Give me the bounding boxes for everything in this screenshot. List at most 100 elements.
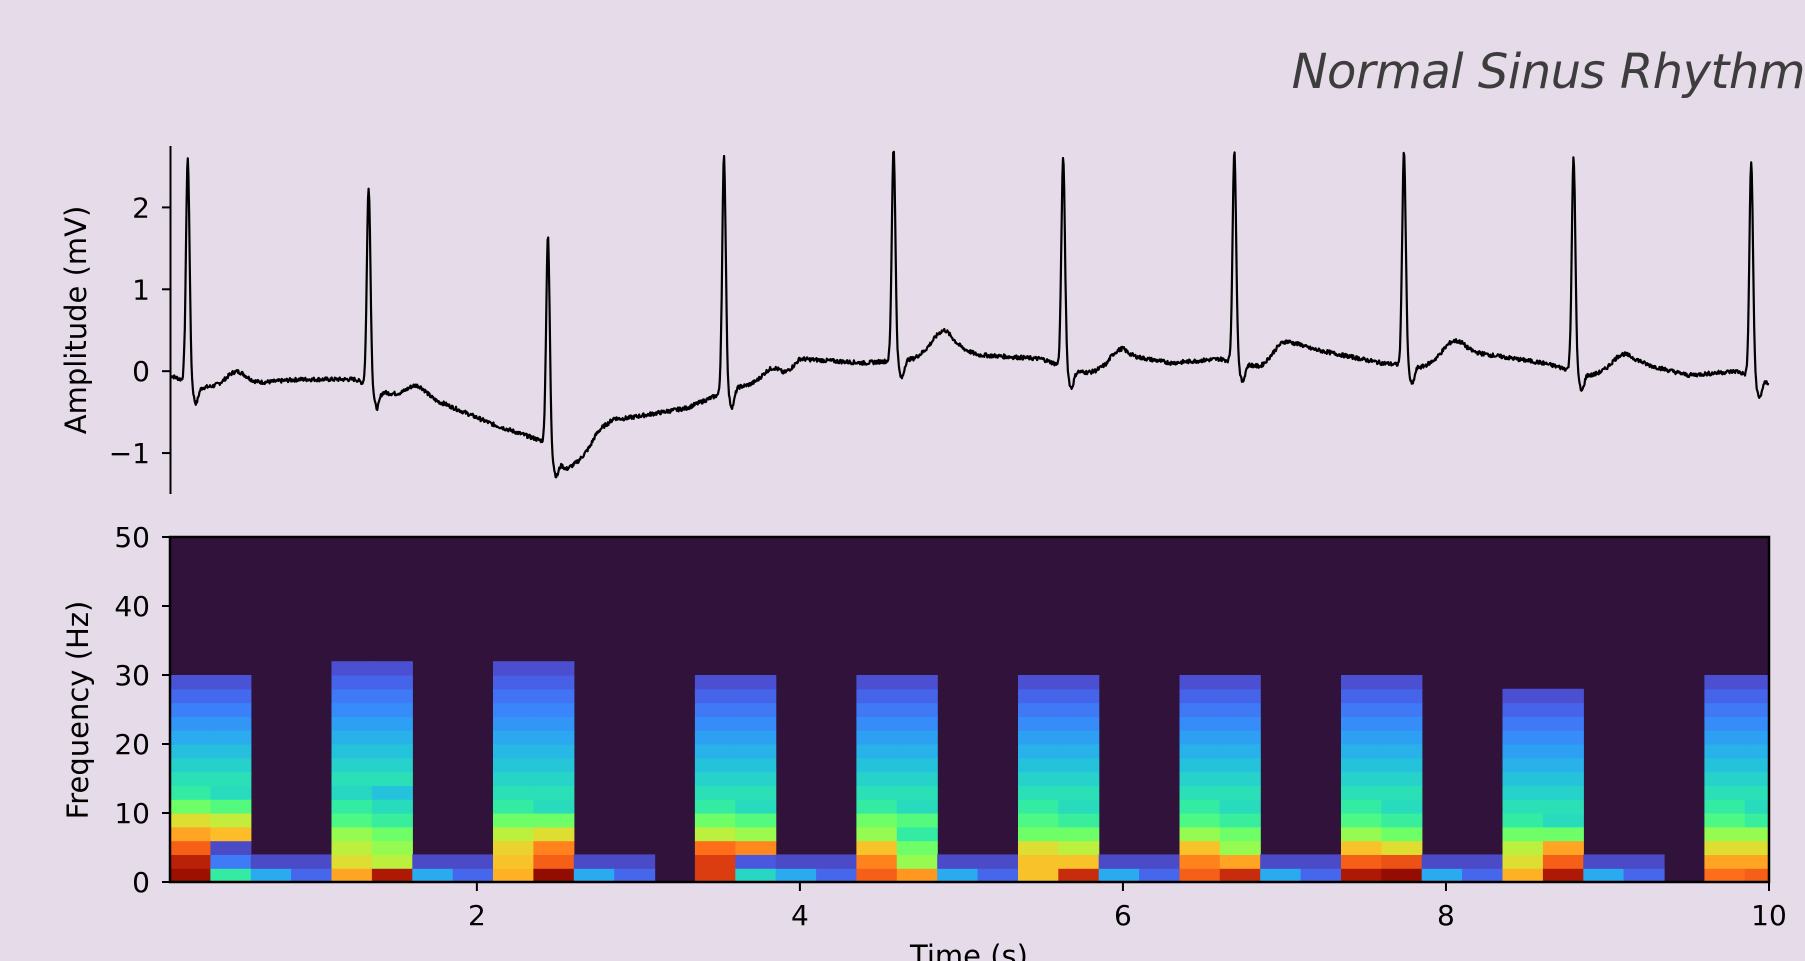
spectrogram-cell — [694, 730, 736, 745]
spectrogram-cell — [210, 716, 252, 731]
ecg-y-tick-label: 1 — [132, 273, 150, 306]
spectrogram-cell — [694, 688, 736, 704]
spectrogram-cell — [371, 840, 413, 855]
spectrogram-cell — [856, 716, 898, 731]
spectrogram-cell — [694, 716, 736, 731]
spectrogram-x-tick-label: 8 — [1437, 899, 1455, 932]
spectrogram-cell — [1502, 854, 1544, 869]
spectrogram-cell — [1300, 854, 1342, 869]
spectrogram-cell — [735, 744, 777, 759]
spectrogram-cell — [533, 771, 575, 786]
spectrogram-cell — [493, 813, 534, 828]
spectrogram-cell — [1381, 730, 1423, 745]
ecg-y-ticks: −1 0 1 2 — [109, 191, 170, 470]
spectrogram-cell — [170, 716, 211, 731]
spectrogram-cell — [1179, 771, 1221, 786]
spectrogram-cell — [694, 675, 736, 690]
spectrogram-cell — [170, 854, 211, 869]
spectrogram-cell — [493, 675, 534, 690]
spectrogram-cell — [493, 854, 534, 869]
spectrogram-cell — [1542, 716, 1584, 731]
spectrogram-cell — [331, 813, 373, 828]
spectrogram-cell — [452, 854, 494, 869]
spectrogram-cell — [735, 840, 777, 855]
spectrogram-cell — [210, 730, 252, 745]
spectrogram-cell — [1704, 799, 1746, 814]
spectrogram-cell — [694, 757, 736, 773]
spectrogram-cell — [1704, 675, 1746, 690]
spectrogram-cell — [210, 826, 252, 842]
spectrogram-cell — [1421, 854, 1463, 869]
spectrogram-cell — [1744, 757, 1770, 773]
spectrogram-cell — [210, 675, 252, 690]
spectrogram-cell — [1341, 675, 1382, 690]
spectrogram-cell — [210, 799, 252, 814]
spectrogram-cell — [1179, 675, 1221, 690]
spectrogram-cell — [1502, 730, 1544, 745]
spectrogram-cell — [1341, 716, 1382, 731]
spectrogram-cell — [856, 744, 898, 759]
spectrogram-cell — [170, 771, 211, 786]
spectrogram-cell — [856, 799, 898, 814]
spectrogram-cell — [1219, 744, 1261, 759]
spectrogram-cell — [735, 702, 777, 717]
spectrogram-frame — [168, 535, 1771, 884]
spectrogram-cell — [1704, 730, 1746, 745]
spectrogram-y-axis-label: Frequency (Hz) — [61, 601, 95, 820]
spectrogram-cell — [1179, 826, 1221, 842]
spectrogram-cell — [533, 826, 575, 842]
spectrogram-cell — [1421, 868, 1463, 883]
spectrogram-cell — [1381, 868, 1423, 883]
spectrogram-cell — [371, 813, 413, 828]
spectrogram-cell — [1542, 771, 1584, 786]
spectrogram-cell — [896, 757, 938, 773]
spectrogram-cell — [533, 757, 575, 773]
spectrogram-cell — [1381, 675, 1423, 690]
spectrogram-cell — [371, 744, 413, 759]
spectrogram-cell — [452, 868, 494, 883]
spectrogram-cell — [371, 716, 413, 731]
spectrogram-cell — [1341, 702, 1382, 717]
spectrogram-cell — [371, 661, 413, 676]
spectrogram-cell — [1381, 813, 1423, 828]
spectrogram-cell — [1542, 744, 1584, 759]
spectrogram-cell — [1462, 854, 1504, 869]
spectrogram-x-tick-label: 6 — [1114, 899, 1132, 932]
spectrogram-cell — [1744, 854, 1770, 869]
spectrogram-cell — [896, 868, 938, 883]
spectrogram-x-axis-label: Time (s) — [909, 939, 1028, 961]
spectrogram-cell — [1179, 854, 1221, 869]
spectrogram-cell — [735, 813, 777, 828]
ecg-y-tick-label: 2 — [132, 191, 150, 224]
spectrogram-cell — [1502, 785, 1544, 800]
spectrogram-cell — [533, 702, 575, 717]
spectrogram-cell — [1744, 799, 1770, 814]
spectrogram-cell — [493, 702, 534, 717]
spectrogram-cell — [1502, 799, 1544, 814]
spectrogram-cell — [1583, 868, 1625, 883]
spectrogram-cell — [1744, 771, 1770, 786]
spectrogram-cell — [331, 826, 373, 842]
spectrogram-cell — [1542, 785, 1584, 800]
spectrogram-cell — [493, 744, 534, 759]
spectrogram-cell — [1179, 785, 1221, 800]
spectrogram-cell — [493, 826, 534, 842]
spectrogram-cell — [1260, 868, 1302, 883]
spectrogram-cell — [210, 688, 252, 704]
spectrogram-cell — [1542, 854, 1584, 869]
ecg-y-tick-label: 0 — [132, 355, 150, 388]
spectrogram-cell — [412, 868, 454, 883]
spectrogram-cell — [694, 744, 736, 759]
spectrogram-cell — [1018, 826, 1059, 842]
spectrogram-cell — [1179, 688, 1221, 704]
spectrogram-cell — [1018, 771, 1059, 786]
spectrogram-cell — [1542, 799, 1584, 814]
spectrogram-cell — [735, 688, 777, 704]
spectrogram-cell — [170, 799, 211, 814]
spectrogram-cell — [1381, 744, 1423, 759]
spectrogram-cell — [896, 840, 938, 855]
spectrogram-cell — [1058, 813, 1100, 828]
spectrogram-cell — [533, 744, 575, 759]
spectrogram-cell — [856, 854, 898, 869]
